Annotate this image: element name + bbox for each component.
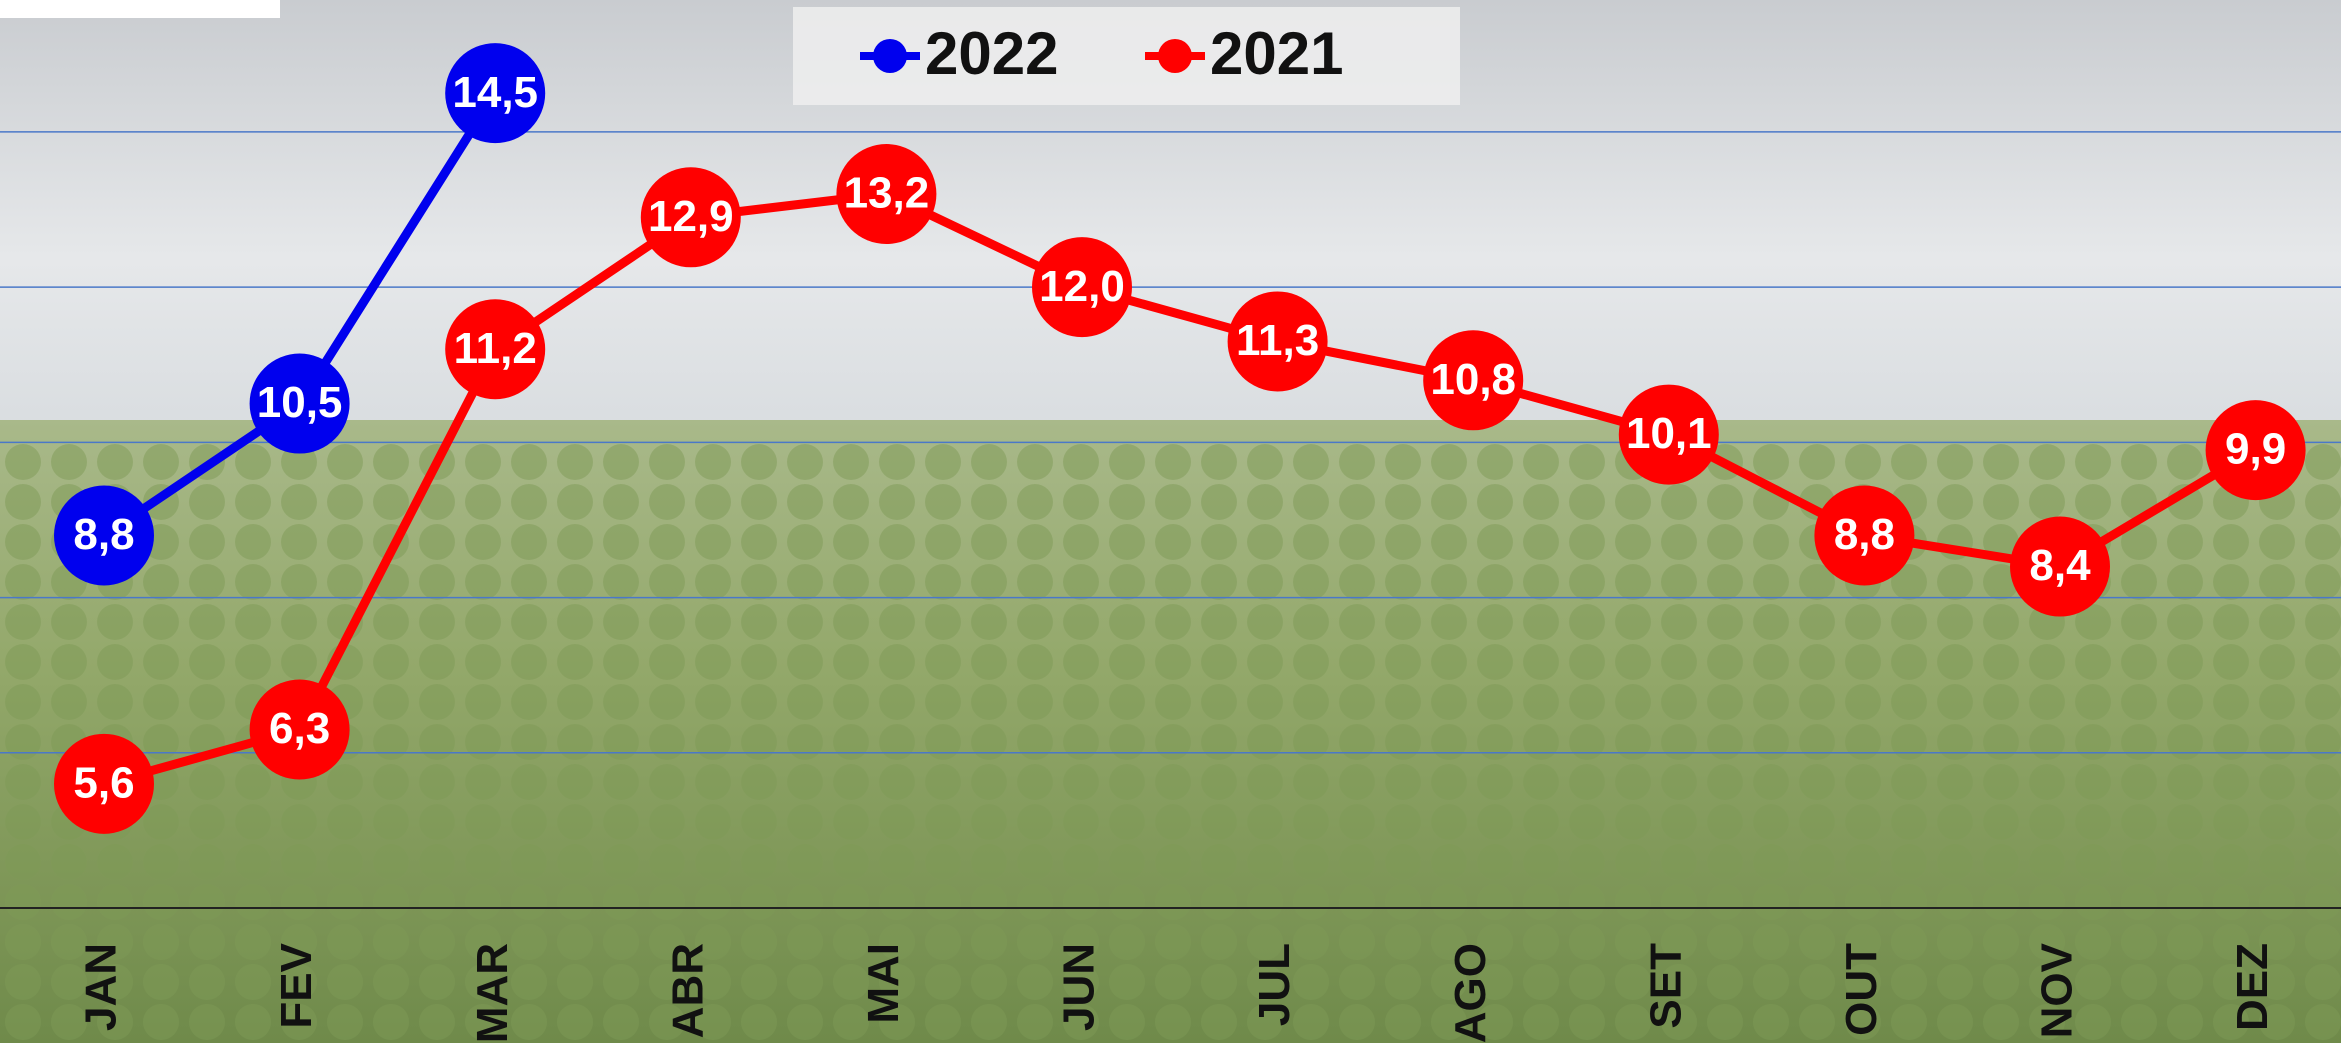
logo <box>0 0 280 18</box>
x-tick-label: DEZ <box>2228 943 2277 1031</box>
x-tick-label: ABR <box>663 943 712 1038</box>
data-label: 10,1 <box>1626 409 1712 458</box>
data-label: 13,2 <box>844 169 930 218</box>
point <box>249 679 350 780</box>
point <box>836 144 937 245</box>
legend-marker <box>1158 39 1192 73</box>
point <box>2205 400 2306 501</box>
data-label: 11,3 <box>1236 316 1319 365</box>
data-label: 9,9 <box>2225 425 2286 474</box>
legend-label: 2021 <box>1210 20 1343 87</box>
data-label: 8,8 <box>73 510 134 559</box>
point <box>1227 291 1328 392</box>
x-tick-label: FEV <box>272 942 321 1028</box>
point <box>249 353 350 454</box>
point <box>445 299 546 400</box>
data-label: 12,0 <box>1039 262 1125 311</box>
data-label: 14,5 <box>452 68 538 117</box>
point <box>1618 384 1719 485</box>
point <box>2010 516 2110 617</box>
data-label: 5,6 <box>73 758 134 807</box>
data-label: 11,2 <box>454 324 537 373</box>
point <box>54 733 154 834</box>
data-label: 10,5 <box>257 378 343 427</box>
x-tick-label: JUL <box>1250 943 1299 1026</box>
point <box>1032 237 1132 338</box>
legend-marker <box>873 39 907 73</box>
data-label: 10,8 <box>1430 355 1516 404</box>
x-tick-label: AGO <box>1446 943 1495 1043</box>
point <box>1423 330 1524 431</box>
x-tick-label: MAI <box>859 943 908 1024</box>
data-label: 8,4 <box>2029 541 2091 590</box>
x-tick-label: OUT <box>1837 943 1886 1036</box>
point <box>640 167 741 268</box>
x-tick-label: NOV <box>2033 942 2082 1038</box>
x-tick-label: SET <box>1641 943 1690 1029</box>
data-label: 8,8 <box>1834 510 1895 559</box>
x-tick-label: JAN <box>77 943 126 1031</box>
data-label: 6,3 <box>269 704 330 753</box>
trees <box>0 440 2341 1043</box>
x-tick-label: MAR <box>468 943 517 1043</box>
legend-label: 2022 <box>925 20 1058 87</box>
data-label: 12,9 <box>648 192 734 241</box>
x-tick-label: JUN <box>1055 943 1104 1031</box>
point <box>54 485 154 586</box>
point <box>1814 485 1915 586</box>
point <box>445 43 546 144</box>
